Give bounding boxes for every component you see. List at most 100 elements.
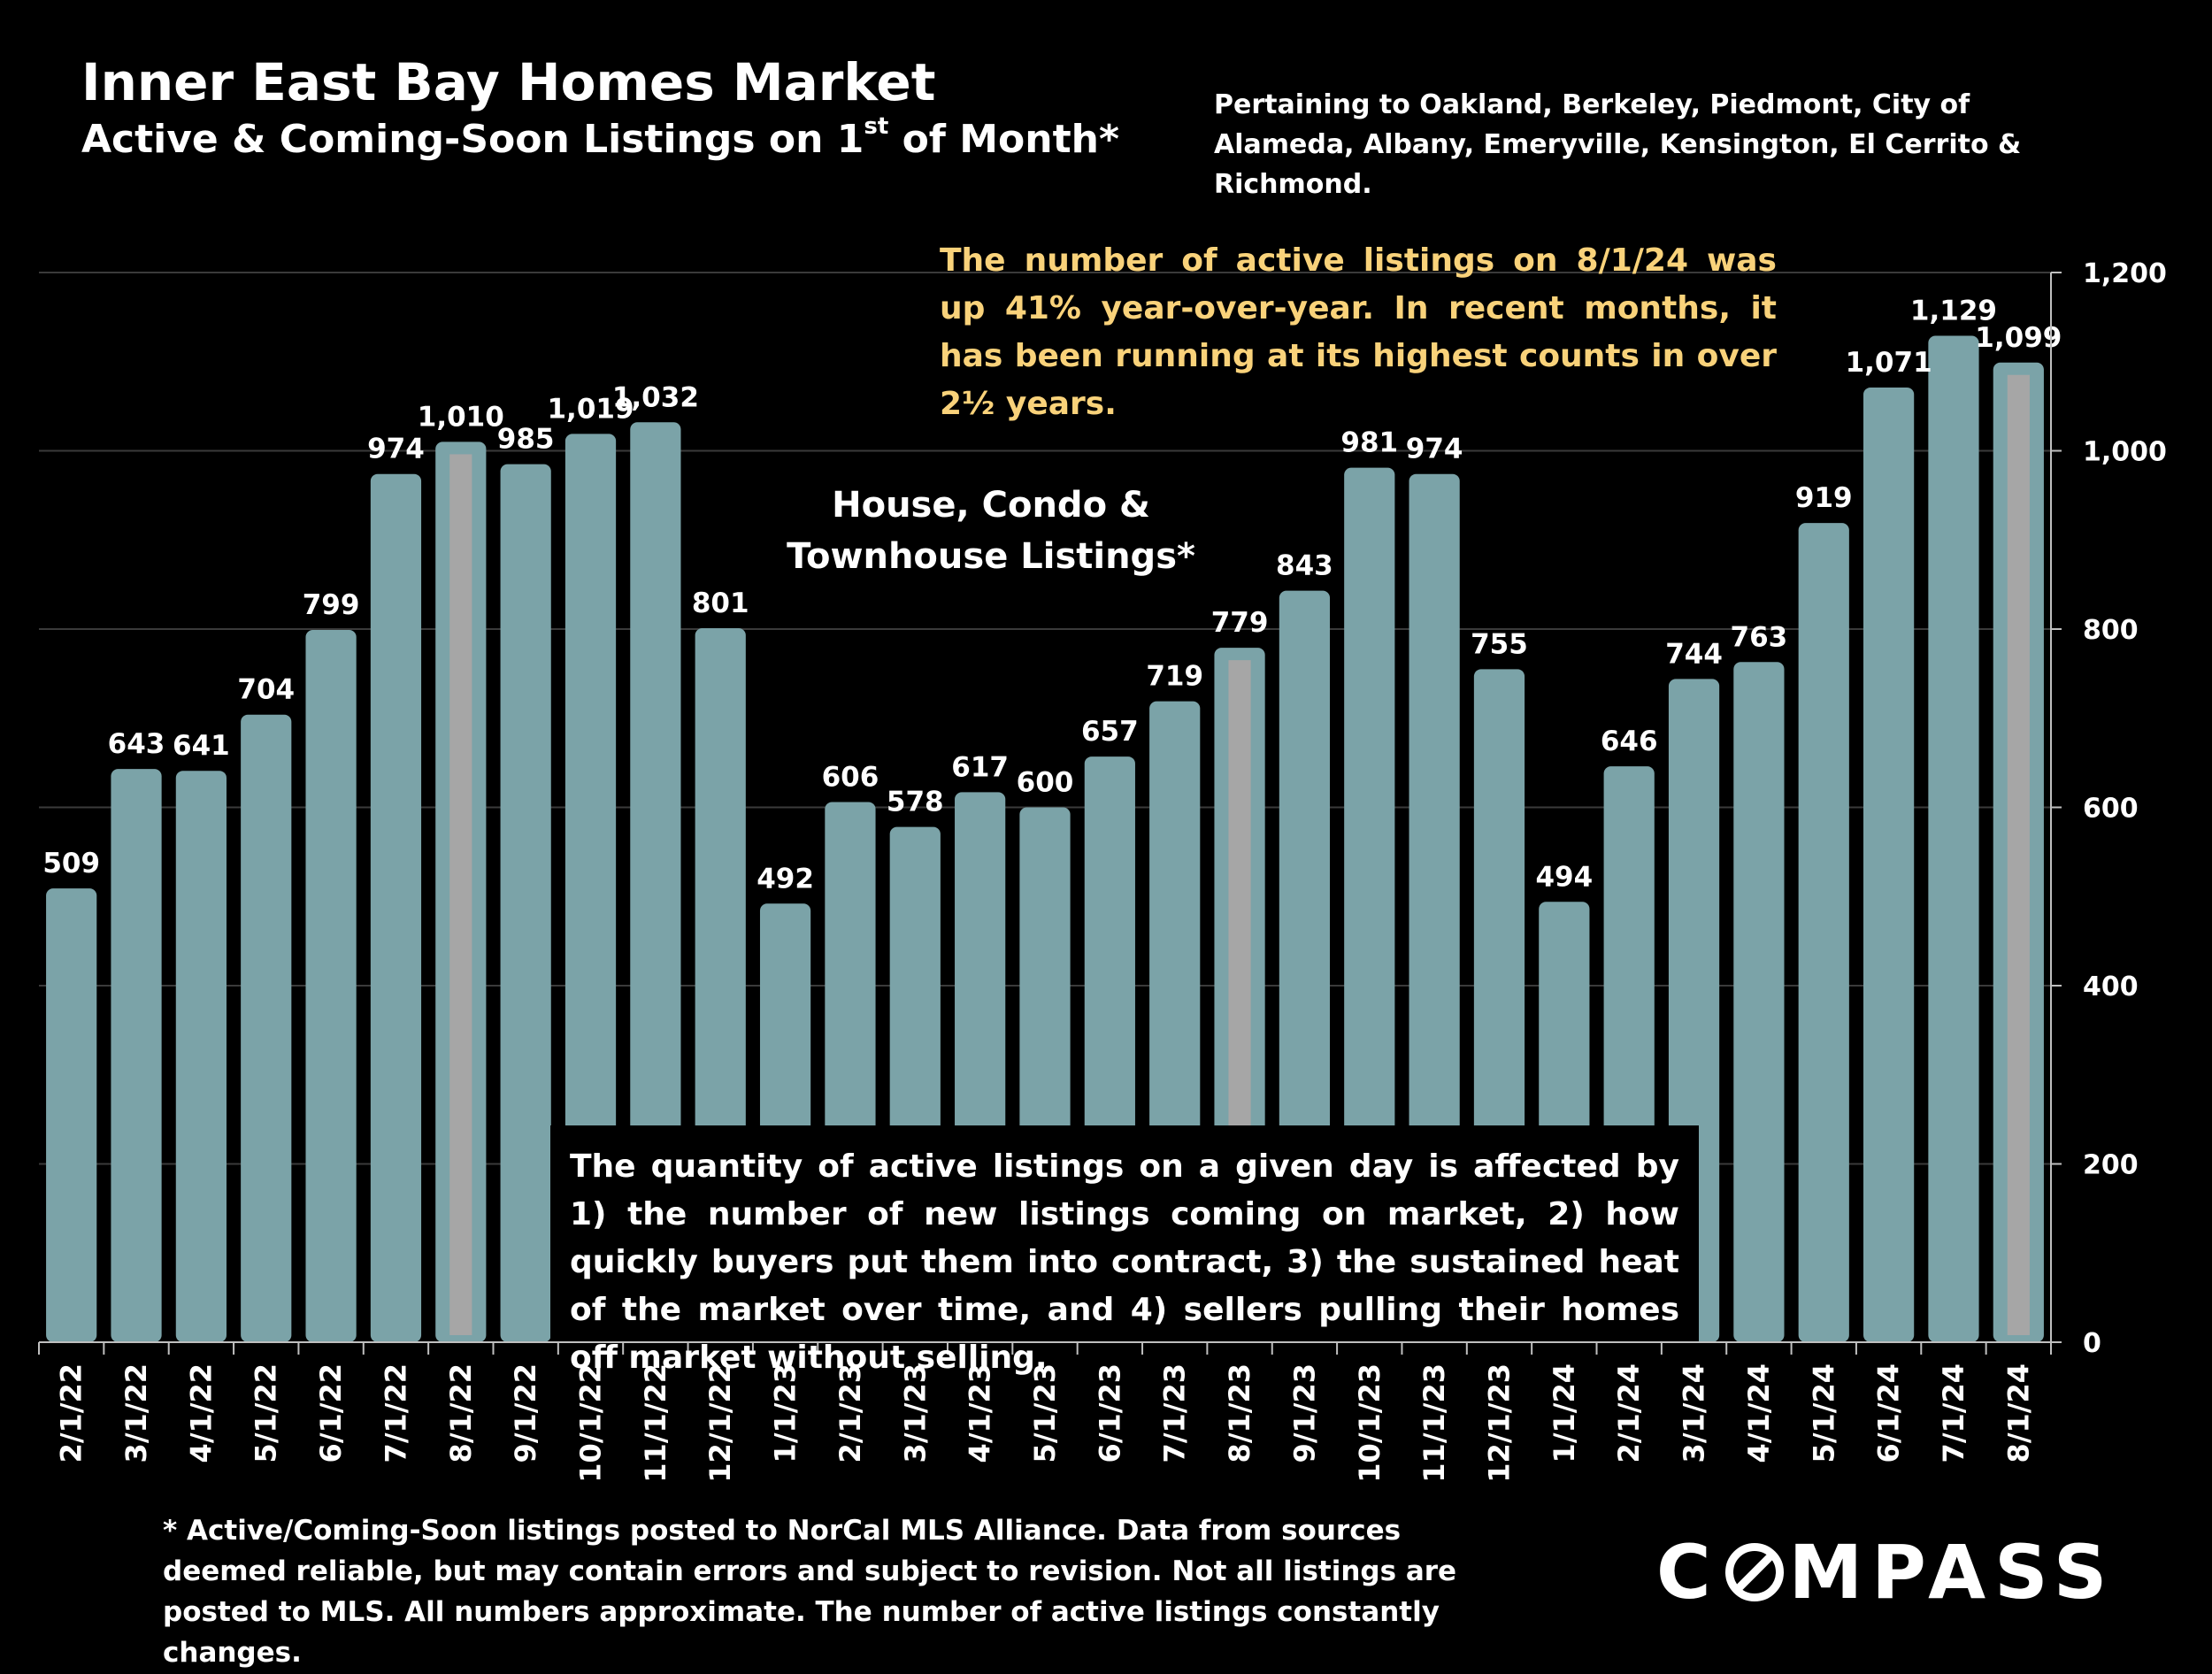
x-tick-label: 7/1/22 xyxy=(379,1363,412,1463)
bar-value-label: 646 xyxy=(1601,726,1658,757)
region-note: Pertaining to Oakland, Berkeley, Piedmon… xyxy=(1214,89,2022,200)
bar-value-label: 1,099 xyxy=(1975,322,2062,354)
y-tick-label: 0 xyxy=(2083,1328,2101,1359)
bar-highlight xyxy=(449,454,472,1335)
chart-title: Inner East Bay Homes Market xyxy=(81,52,936,112)
bar xyxy=(241,714,292,1342)
x-tick-label: 8/1/24 xyxy=(2001,1363,2035,1463)
bar-value-label: 1,010 xyxy=(418,401,504,433)
bar-value-label: 843 xyxy=(1276,550,1333,582)
x-tick-label: 4/1/24 xyxy=(1742,1363,1776,1463)
bar-value-label: 919 xyxy=(1795,482,1853,514)
x-tick-label: 12/1/23 xyxy=(1482,1363,1516,1483)
bar-value-label: 744 xyxy=(1665,638,1723,670)
x-tick-label: 9/1/22 xyxy=(509,1363,542,1463)
y-axis: 0 200 400 600 800 1,000 1,200 xyxy=(2050,258,2167,1359)
x-axis: 2/1/22 3/1/22 4/1/22 5/1/22 6/1/22 7/1/22 8/1/… xyxy=(38,1341,2052,1483)
bar-value-label: 1,129 xyxy=(1910,296,1997,327)
x-tick-label: 11/1/22 xyxy=(639,1363,672,1483)
bar-value-label: 974 xyxy=(367,434,425,465)
bar-value-label: 801 xyxy=(692,587,749,619)
series-label-line1: House, Condo & xyxy=(832,485,1150,526)
bar-value-label: 1,032 xyxy=(612,381,699,413)
bar-value-label: 719 xyxy=(1146,661,1203,693)
bar xyxy=(1344,467,1395,1342)
y-tick-label: 1,000 xyxy=(2083,437,2167,468)
bar xyxy=(1798,523,1849,1342)
x-tick-label: 3/1/23 xyxy=(898,1363,932,1463)
bar-value-label: 799 xyxy=(303,589,360,621)
x-tick-label: 10/1/22 xyxy=(574,1363,608,1483)
bar-value-label: 779 xyxy=(1211,607,1269,639)
bar-value-label: 492 xyxy=(757,863,814,895)
x-tick-label: 2/1/22 xyxy=(55,1363,88,1463)
chart-subtitle: Active & Coming-Soon Listings on 1st of … xyxy=(81,113,1119,162)
series-label-line2: Townhouse Listings* xyxy=(787,536,1195,577)
y-tick-label: 1,200 xyxy=(2083,258,2167,289)
x-tick-label: 5/1/24 xyxy=(1807,1363,1840,1463)
x-tick-label: 1/1/23 xyxy=(769,1363,803,1463)
bar-value-label: 578 xyxy=(887,787,944,818)
bar xyxy=(1409,473,1460,1342)
bar-value-label: 657 xyxy=(1081,716,1139,748)
bar xyxy=(1733,662,1785,1342)
x-tick-label: 12/1/22 xyxy=(703,1363,737,1483)
headline-annotation: The number of active listings on 8/1/24 … xyxy=(940,242,1777,422)
logo-text-right: MPASS xyxy=(1788,1529,2116,1616)
x-tick-label: 2/1/24 xyxy=(1612,1363,1646,1463)
x-tick-label: 11/1/23 xyxy=(1417,1363,1451,1483)
bar xyxy=(305,630,357,1342)
bar xyxy=(111,769,162,1342)
x-tick-label: 8/1/22 xyxy=(444,1363,478,1463)
bar-value-label: 600 xyxy=(1017,767,1074,799)
bar-value-label: 617 xyxy=(951,751,1009,783)
x-tick-label: 5/1/22 xyxy=(250,1363,283,1463)
compass-logo: C MPASS xyxy=(1656,1529,2116,1616)
bar xyxy=(500,464,551,1342)
series-label: House, Condo & Townhouse Listings* xyxy=(770,480,1212,582)
x-tick-label: 3/1/24 xyxy=(1678,1363,1711,1463)
y-tick-label: 400 xyxy=(2083,971,2139,1002)
bar xyxy=(1863,387,1915,1342)
x-tick-label: 2/1/23 xyxy=(833,1363,867,1463)
x-tick-label: 7/1/24 xyxy=(1937,1363,1970,1463)
x-tick-label: 10/1/23 xyxy=(1353,1363,1386,1483)
bar-value-label: 985 xyxy=(497,424,555,456)
x-tick-label: 6/1/22 xyxy=(314,1363,348,1463)
bar-highlight xyxy=(2007,374,2030,1335)
footnote: * Active/Coming-Soon listings posted to … xyxy=(163,1515,1457,1669)
bar-value-label: 704 xyxy=(237,674,295,706)
y-tick-label: 200 xyxy=(2083,1150,2139,1181)
logo-text-left: C xyxy=(1656,1529,1720,1616)
subtitle-tail: of Month* xyxy=(888,117,1119,162)
bar-value-label: 974 xyxy=(1406,434,1463,465)
x-tick-label: 7/1/23 xyxy=(1158,1363,1192,1463)
bar-value-label: 755 xyxy=(1471,628,1528,660)
bar-value-label: 1,071 xyxy=(1846,347,1932,379)
bar xyxy=(370,473,422,1342)
bar-value-label: 509 xyxy=(42,848,100,879)
x-tick-label: 8/1/23 xyxy=(1223,1363,1256,1463)
bar xyxy=(46,888,97,1342)
compass-o-icon xyxy=(1724,1543,1784,1601)
bar xyxy=(565,434,617,1342)
y-tick-label: 800 xyxy=(2083,615,2139,646)
bar-value-label: 494 xyxy=(1535,861,1593,893)
x-tick-label: 6/1/23 xyxy=(1093,1363,1126,1463)
x-tick-label: 1/1/24 xyxy=(1548,1363,1581,1463)
y-tick-label: 600 xyxy=(2083,794,2139,825)
bar xyxy=(1928,335,1979,1343)
bar-value-label: 643 xyxy=(108,728,165,760)
x-tick-label: 6/1/24 xyxy=(1872,1363,1906,1463)
x-tick-label: 5/1/23 xyxy=(1028,1363,1062,1463)
bar-value-label: 763 xyxy=(1731,621,1788,653)
bar-value-label: 606 xyxy=(822,761,879,793)
x-tick-label: 3/1/22 xyxy=(119,1363,153,1463)
subtitle-superscript: st xyxy=(864,113,889,140)
bar xyxy=(630,422,681,1342)
bar-value-label: 641 xyxy=(173,730,230,762)
bar-value-label: 981 xyxy=(1340,427,1398,459)
x-tick-label: 9/1/23 xyxy=(1287,1363,1321,1463)
x-tick-label: 4/1/22 xyxy=(184,1363,218,1463)
